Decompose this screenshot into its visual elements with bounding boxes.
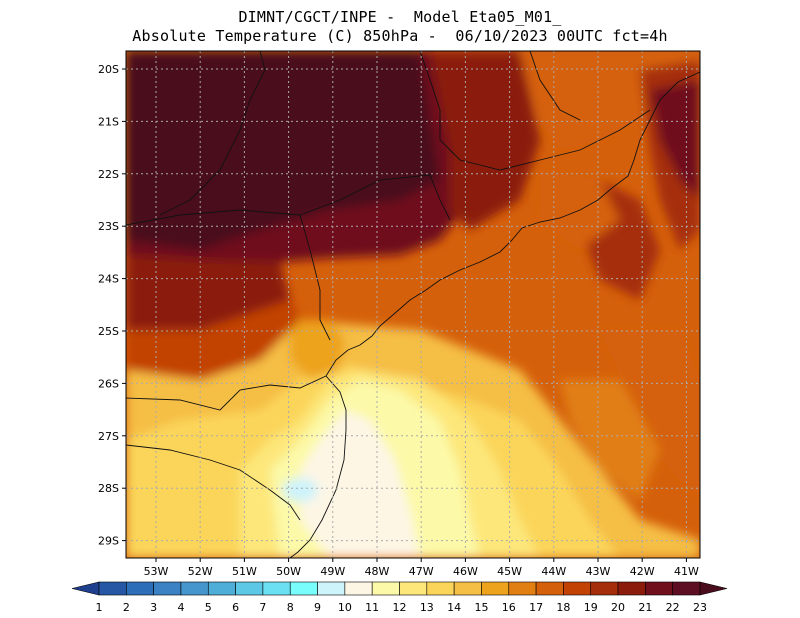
colorbar-label: 16 [502, 601, 516, 614]
border-sp [126, 174, 451, 226]
map-frame [125, 50, 701, 559]
colorbar-segment [126, 581, 154, 596]
lon-label: 48W [365, 565, 390, 578]
lon-label: 49W [320, 565, 345, 578]
colorbar-segment [180, 581, 209, 596]
lon-label: 45W [497, 565, 522, 578]
lat-label: 23S [98, 220, 119, 233]
coastline-north [325, 71, 700, 377]
border-west [159, 51, 266, 216]
colorbar-label: 20 [611, 601, 625, 614]
colorbar-label: 21 [638, 601, 652, 614]
field-zone-23 [126, 51, 440, 250]
lon-label: 52W [188, 565, 213, 578]
colorbar-segment [535, 581, 564, 596]
colorbar-segment [262, 581, 291, 596]
colorbar-segment [207, 581, 236, 596]
colorbar-label: 11 [365, 601, 379, 614]
field-zone-22-east [650, 80, 700, 200]
colorbar-label: 15 [474, 601, 488, 614]
lat-label: 26S [98, 377, 119, 390]
colorbar: 1 2 3 4 5 6 7 8 9 10 11 12 13 14 15 16 17 18 19 20 21 22 23 [71, 581, 728, 614]
colorbar-segment [399, 581, 428, 596]
lon-label: 42W [630, 565, 655, 578]
colorbar-label: 1 [96, 601, 103, 614]
field-zone-10 [282, 478, 318, 502]
colorbar-label: 14 [447, 601, 461, 614]
lat-label: 24S [98, 273, 119, 286]
lon-label: 51W [232, 565, 257, 578]
lat-label: 22S [98, 168, 119, 181]
colorbar-label: 10 [338, 601, 352, 614]
colorbar-label: 5 [205, 601, 212, 614]
colorbar-segment [289, 581, 318, 596]
lon-label: 43W [586, 565, 611, 578]
lon-label: 46W [453, 565, 478, 578]
colorbar-label: 23 [693, 601, 707, 614]
colorbar-segment [453, 581, 482, 596]
colorbar-label: 6 [232, 601, 239, 614]
colorbar-segment [235, 581, 264, 596]
field-zone-16 [290, 320, 345, 380]
colorbar-segment [371, 581, 400, 596]
colorbar-label: 12 [393, 601, 407, 614]
colorbar-arrow-low [71, 581, 100, 596]
border-mg [419, 51, 651, 171]
temperature-field [126, 51, 700, 558]
colorbar-segment [645, 581, 673, 596]
grid [126, 51, 700, 558]
lon-label: 41W [674, 565, 699, 578]
lon-label: 53W [144, 565, 169, 578]
colorbar-label: 19 [584, 601, 598, 614]
borders [126, 51, 700, 558]
lon-labels: 53W 52W 51W 50W 49W 48W 47W 46W 45W 44W 43W 42W 41W [144, 558, 699, 578]
colorbar-segment [426, 581, 455, 596]
lon-label: 47W [409, 565, 434, 578]
colorbar-label: 4 [177, 601, 184, 614]
colorbar-label: 9 [314, 601, 321, 614]
lat-label: 27S [98, 430, 119, 443]
colorbar-arrow-high [699, 581, 728, 596]
lat-labels: 20S 21S 22S 23S 24S 25S 26S 27S 28S 29S [98, 63, 126, 548]
coastline-south [289, 375, 347, 558]
field-zone-17 [560, 380, 660, 500]
colorbar-label: 3 [150, 601, 157, 614]
colorbar-label: 18 [556, 601, 570, 614]
lon-label: 50W [276, 565, 301, 578]
border-mg-north [529, 51, 581, 121]
border-sc-rs [126, 444, 301, 521]
border-pr-sc [126, 375, 327, 411]
lon-label: 44W [541, 565, 566, 578]
colorbar-label: 8 [287, 601, 294, 614]
colorbar-segment [344, 581, 373, 596]
colorbar-label: 13 [420, 601, 434, 614]
field-zone-21 [126, 250, 290, 330]
colorbar-label: 17 [529, 601, 543, 614]
colorbar-label: 22 [666, 601, 680, 614]
colorbar-segment [481, 581, 510, 596]
lat-label: 28S [98, 482, 119, 495]
title-line-2: Absolute Temperature (C) 850hPa - 06/10/… [132, 27, 668, 45]
lat-label: 25S [98, 325, 119, 338]
title-line-1: DIMNT/CGCT/INPE - Model Eta05_M01_ [238, 8, 562, 26]
colorbar-segment [98, 581, 127, 596]
colorbar-segment [590, 581, 619, 596]
colorbar-segment [153, 581, 182, 596]
lat-label: 21S [98, 115, 119, 128]
colorbar-segment [317, 581, 346, 596]
colorbar-label: 2 [123, 601, 130, 614]
lat-label: 29S [98, 535, 119, 548]
colorbar-segment [617, 581, 646, 596]
colorbar-segment [563, 581, 592, 596]
lat-label: 20S [98, 63, 119, 76]
field-zone-18-se [600, 330, 700, 500]
field-zone-21-east [430, 51, 540, 230]
colorbar-segment [672, 581, 701, 596]
colorbar-segment [508, 581, 537, 596]
border-sp-pr [299, 214, 331, 341]
colorbar-label: 7 [259, 601, 266, 614]
field-zone-11 [300, 410, 420, 558]
